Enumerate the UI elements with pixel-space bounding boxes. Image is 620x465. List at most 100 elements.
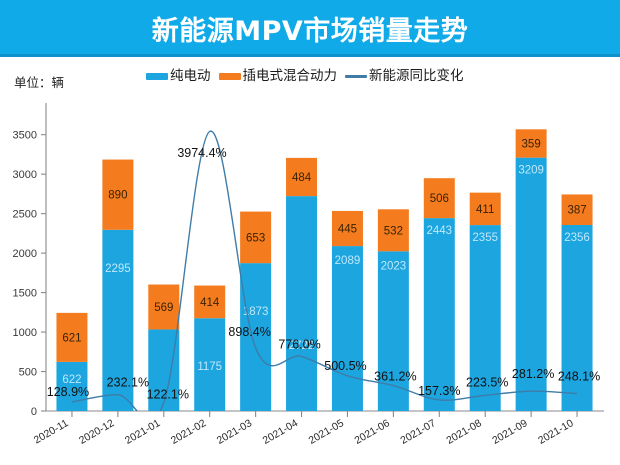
x-tick-label: 2020-11 [32,417,71,446]
yoy-value-label: 122.1% [147,387,189,401]
yoy-line-labels: 128.9% 232.1%122.1% 3974.4% 898.4% 776.0% 500… [47,146,600,401]
bar-segment-phev [515,129,547,158]
yoy-value-label: 3974.4% [177,146,226,160]
bar-value-bev: 2089 [335,255,361,267]
bar-value-phev: 387 [567,205,586,217]
bar-segment-bev [56,361,88,411]
bar-segment-bev [423,218,455,411]
bar-segment-bev [561,225,593,411]
x-tick-label: 2021-09 [490,417,530,447]
legend-swatch-phev [218,73,241,81]
bar-value-phev: 621 [62,332,81,344]
bar-value-bev: 1175 [197,361,222,373]
chart-legend: 纯电动 插电式混合动力 新能源同比变化 [146,68,470,84]
page-title: 新能源MPV市场销量走势 [151,16,469,47]
yoy-value-label: 500.5% [324,359,366,373]
bar-value-phev: 445 [338,224,357,236]
legend-swatch-yoy [345,75,367,79]
x-axis: 2020-11 2020-12 2021-01 2021-02 2021-03 2021-… [32,410,604,447]
yoy-value-label: 898.4% [228,325,270,339]
yoy-value-label: 223.5% [466,375,508,389]
x-tick-label: 2021-02 [169,417,209,447]
bar-segment-phev [331,210,363,247]
bar-value-phev: 506 [430,193,449,205]
bar-segment-phev [469,192,501,226]
bar-segment-bev [194,318,226,411]
chart-svg: 0 500 1000 1500 2000 2500 3000 3500 2020-11 2020-… [13,103,604,447]
bar-value-phev: 653 [246,232,265,244]
legend-label-bev: 纯电动 [170,68,211,84]
bar-value-phev: 569 [154,302,173,314]
bar-segment-bev [515,157,547,411]
y-tick-label: 2500 [13,209,37,221]
bar-segment-bev [148,329,180,411]
bar-segment-phev [377,209,409,252]
bar-segment-phev [561,194,593,225]
y-tick-label: 3000 [13,169,37,181]
chart-plot-area: 0 500 1000 1500 2000 2500 3000 3500 2020-11 2020-… [0,57,620,465]
bar-value-phev: 532 [384,225,403,237]
bar-value-bev: 3209 [518,165,544,177]
y-tick-label: 3500 [13,130,37,142]
bar-segment-phev [240,211,272,264]
x-tick-label: 2021-07 [398,417,438,447]
legend-label-yoy: 新能源同比变化 [369,68,464,84]
bar-value-bev: 2295 [105,263,131,275]
bar-value-bev: 2722 [289,340,315,352]
yoy-value-label: 128.9% [47,385,89,399]
y-tick-label: 0 [31,406,37,418]
title-banner: 新能源MPV市场销量走势 [0,0,620,57]
bar-segment-bev [240,263,272,411]
y-tick-label: 1500 [13,288,37,300]
bar-value-phev: 484 [292,172,312,184]
y-axis: 0 500 1000 1500 2000 2500 3000 3500 [13,103,47,418]
x-tick-label: 2021-04 [261,417,301,447]
bar-segment-phev [56,312,88,362]
y-tick-label: 2000 [13,248,37,260]
y-tick-label: 500 [19,367,37,379]
bar-value-bev: 2356 [564,232,590,244]
yoy-line-group [71,130,578,411]
bar-value-phev: 411 [476,204,494,216]
bar-value-phev: 414 [200,297,220,309]
unit-label: 单位：辆 [14,75,65,90]
bar-segment-bev [102,229,134,411]
x-tick-label: 2021-08 [444,417,484,447]
legend-item-phev: 插电式混合动力 [218,68,338,84]
bar-segment-bev [469,225,501,411]
bar-value-phev: 359 [522,138,541,150]
bar-segment-phev [423,178,455,219]
yoy-value-label: 232.1% [107,376,149,390]
yoy-value-label: 776.0% [278,337,320,351]
bar-segment-phev [102,159,134,230]
legend-item-bev: 纯电动 [146,68,211,84]
bar-segment-phev [194,285,226,319]
legend-label-phev: 插电式混合动力 [242,68,338,84]
bar-value-bev: 2023 [381,260,407,272]
yoy-value-label: 248.1% [558,370,600,384]
x-tick-label: 2020-12 [77,417,117,447]
bar-value-bev: 2443 [426,225,452,237]
bar-segment-bev [377,251,409,411]
banner-underline [0,54,620,57]
yoy-value-label: 157.3% [418,384,460,398]
y-tick-label: 1000 [13,327,37,339]
bars-group: 621 622 890 2295 569 414 1175 653 1873 484 2722 445… [56,129,593,411]
yoy-line [71,130,578,411]
bar-segment-bev [286,196,318,411]
bar-segment-phev [148,284,180,330]
legend-swatch-bev [146,73,168,81]
bar-segment-phev [286,157,318,197]
yoy-value-label: 361.2% [374,370,416,384]
yoy-value-label: 281.2% [512,367,554,381]
x-tick-label: 2021-03 [215,417,255,447]
x-tick-label: 2021-06 [352,417,392,447]
bar-value-bev: 622 [62,374,81,386]
x-tick-label: 2021-10 [536,417,576,447]
bar-value-bev: 1873 [243,306,269,318]
x-tick-label: 2021-05 [307,417,347,447]
bar-value-phev: 890 [108,190,127,202]
legend-item-yoy: 新能源同比变化 [345,68,464,84]
bar-value-bev: 2355 [472,232,498,244]
x-tick-label: 2021-01 [123,417,163,447]
